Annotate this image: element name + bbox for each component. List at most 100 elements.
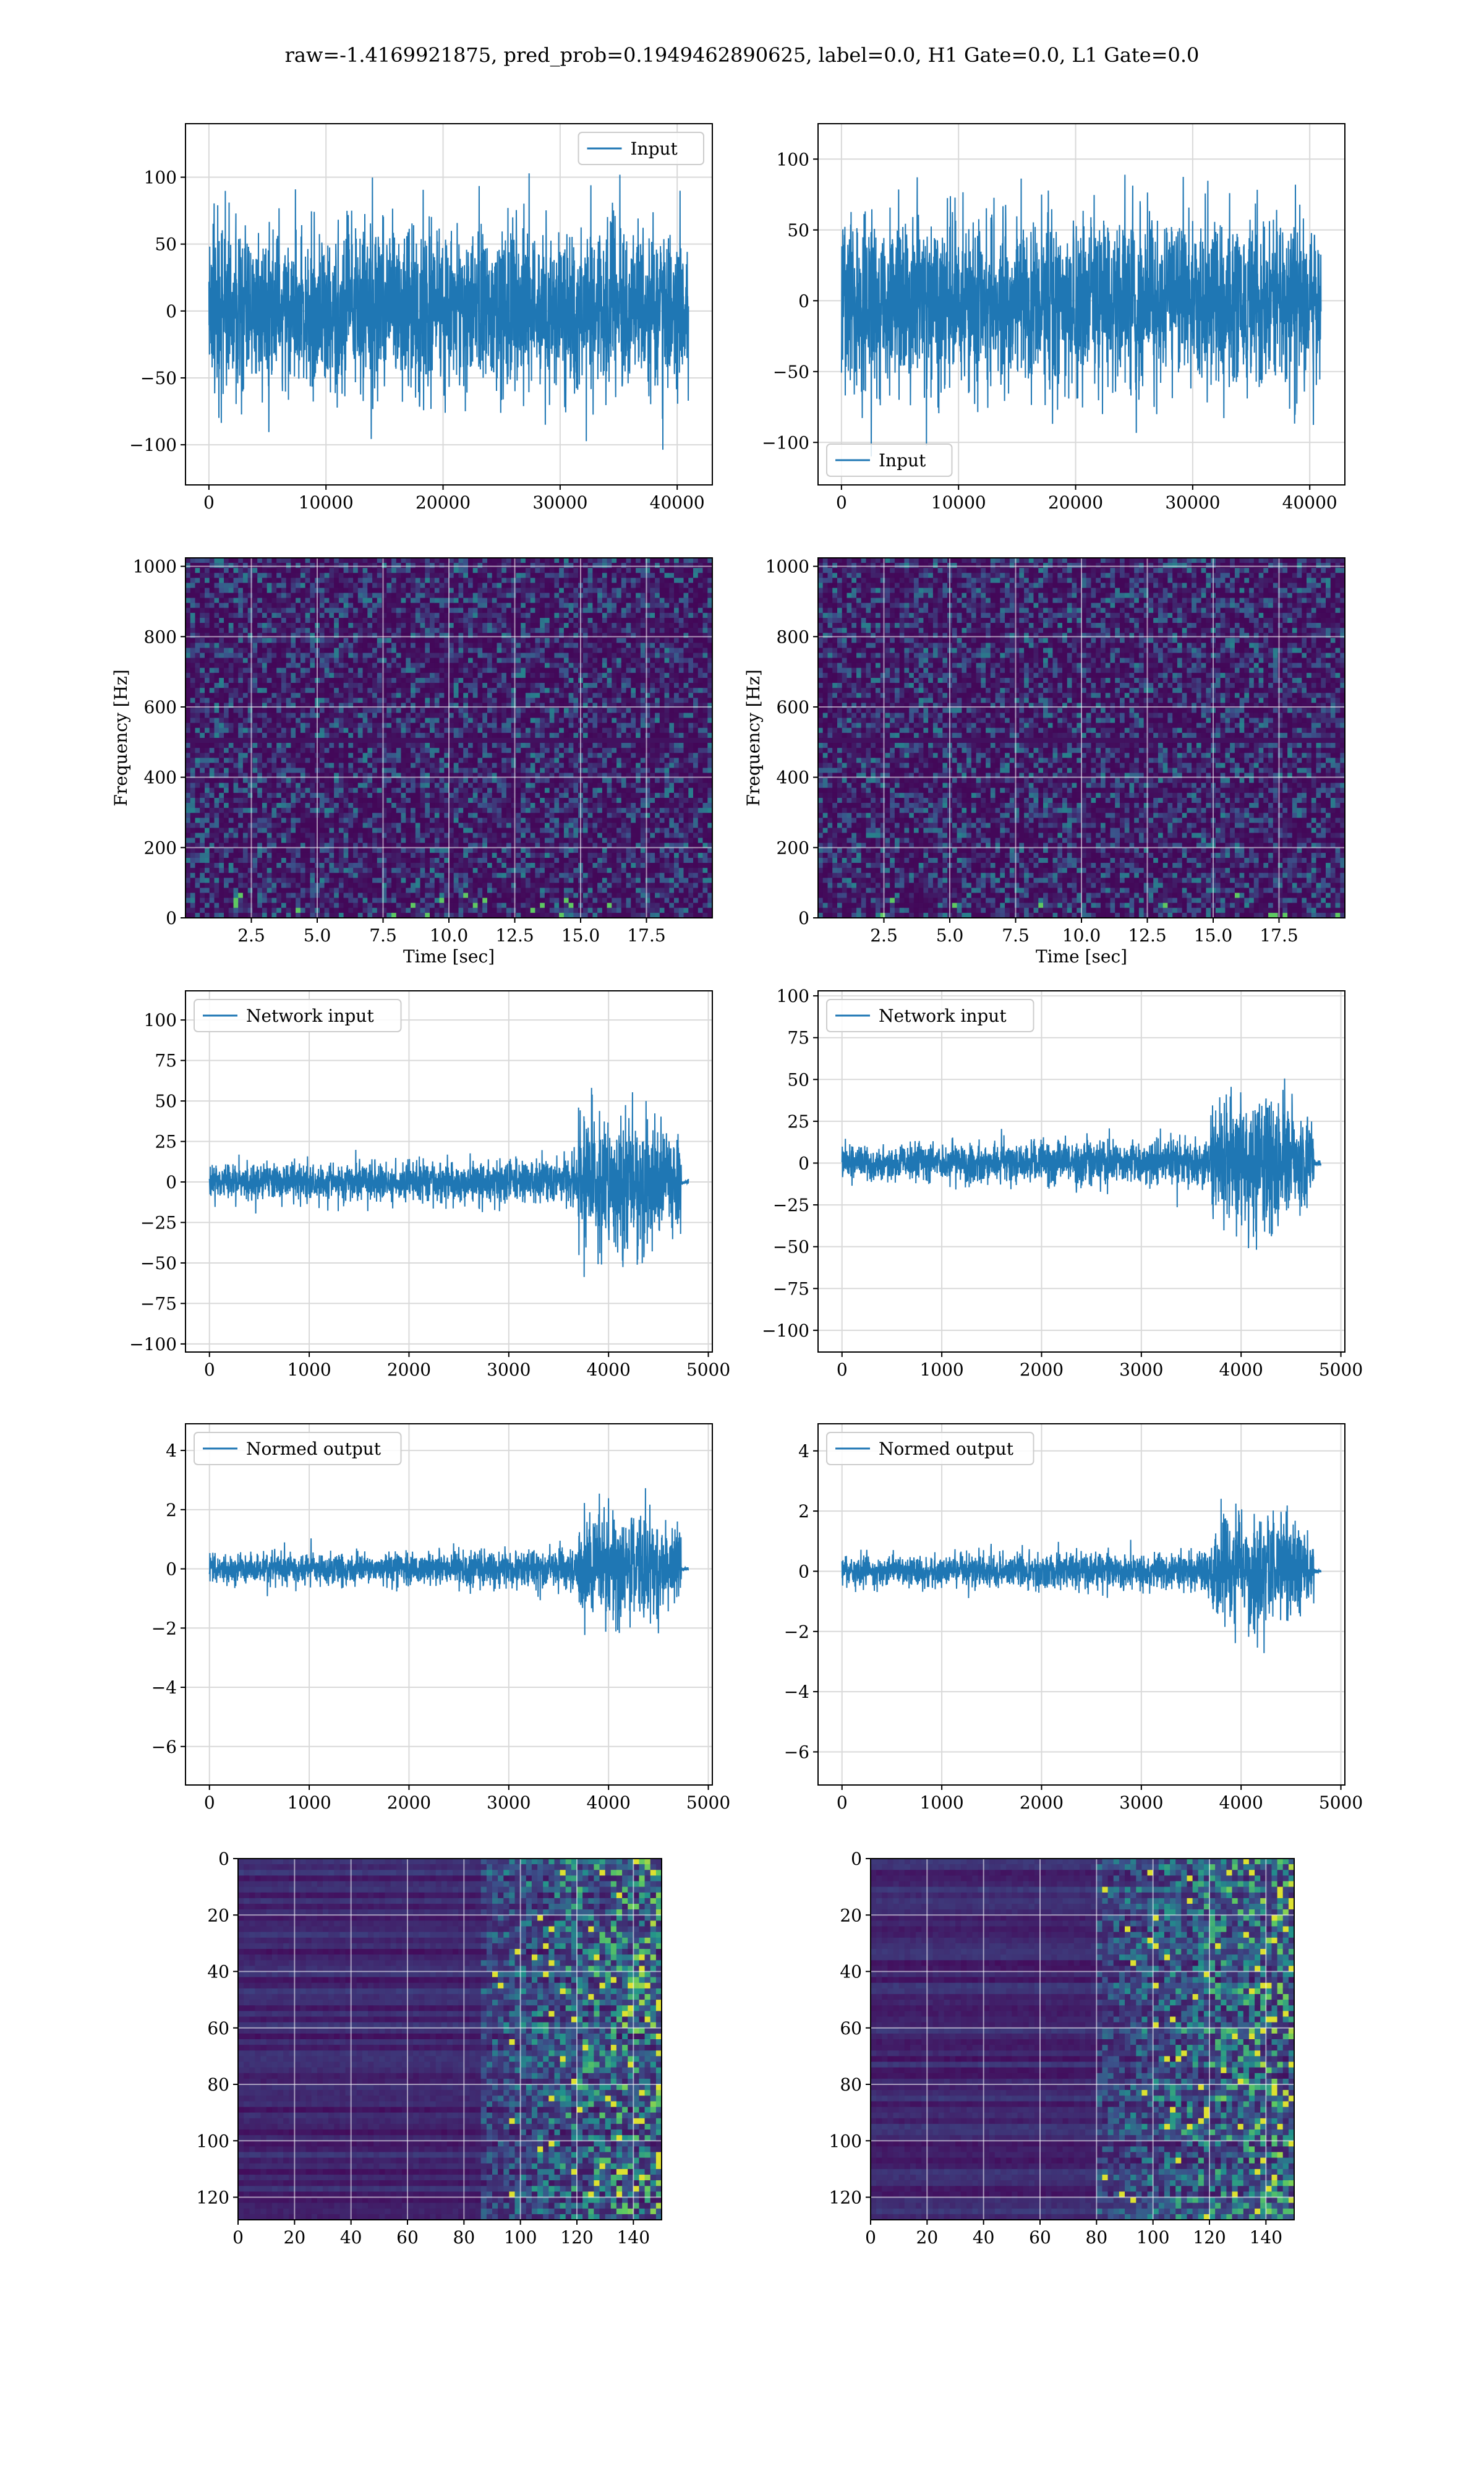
heatmap-cell [334, 633, 339, 638]
heatmap-cell [200, 782, 205, 789]
heatmap-cell [291, 648, 296, 654]
heatmap-cell [214, 888, 220, 894]
heatmap-cell [391, 897, 397, 904]
heatmap-cell [281, 708, 287, 714]
heatmap-cell [458, 852, 464, 858]
heatmap-cell [195, 878, 200, 883]
heatmap-cell [492, 902, 497, 909]
heatmap-cell [257, 743, 263, 748]
heatmap-cell [186, 633, 191, 638]
heatmap-cell [391, 852, 397, 858]
heatmap-cell [267, 782, 272, 789]
heatmap-cell [386, 633, 392, 638]
heatmap-cell [472, 628, 478, 633]
heatmap-cell [477, 803, 483, 808]
heatmap-cell [310, 573, 315, 578]
heatmap-cell [262, 858, 268, 863]
heatmap-cell [391, 653, 397, 659]
heatmap-cell [391, 597, 397, 604]
heatmap-cell [425, 607, 430, 614]
heatmap-cell [190, 722, 195, 729]
heatmap-cell [348, 593, 354, 599]
heatmap-cell [214, 803, 220, 808]
heatmap-cell [439, 808, 445, 813]
heatmap-cell [310, 578, 315, 583]
heatmap-cell [458, 558, 464, 563]
heatmap-cell [439, 813, 445, 818]
heatmap-cell [506, 758, 512, 763]
heatmap-cell [209, 852, 215, 858]
heatmap-cell [430, 837, 435, 844]
heatmap-cell [319, 753, 325, 758]
heatmap-cell [477, 738, 483, 743]
heatmap-cell [391, 813, 397, 818]
heatmap-cell [262, 813, 268, 818]
heatmap-cell [257, 902, 263, 909]
heatmap-cell [233, 803, 239, 808]
heatmap-cell [420, 858, 425, 863]
heatmap-cell [353, 858, 359, 863]
heatmap-cell [252, 623, 258, 628]
heatmap-cell [209, 738, 215, 743]
heatmap-cell [300, 602, 306, 609]
heatmap-cell [357, 842, 364, 849]
heatmap-cell [353, 852, 359, 858]
heatmap-cell [219, 743, 224, 748]
heatmap-cell [190, 573, 195, 578]
heatmap-cell [305, 662, 310, 669]
heatmap-cell [209, 787, 215, 794]
heatmap-cell [252, 713, 258, 719]
heatmap-cell [492, 743, 497, 748]
heatmap-cell [195, 828, 200, 834]
heatmap-cell [233, 693, 239, 698]
heatmap-cell [276, 607, 282, 614]
heatmap-cell [348, 612, 354, 618]
heatmap-cell [439, 623, 445, 628]
heatmap-cell [367, 852, 373, 858]
heatmap-cell [329, 878, 335, 883]
heatmap-cell [348, 688, 354, 693]
heatmap-cell [271, 588, 277, 594]
heatmap-cell [286, 628, 291, 633]
heatmap-cell [242, 828, 249, 834]
heatmap-cell [492, 787, 497, 794]
heatmap-cell [324, 868, 330, 873]
heatmap-cell [224, 852, 229, 858]
heatmap-cell [497, 897, 502, 904]
heatmap-cell [219, 688, 224, 693]
heatmap-cell [219, 588, 224, 594]
heatmap-cell [463, 798, 469, 803]
heatmap-cell [190, 633, 195, 638]
heatmap-cell [209, 902, 215, 909]
heatmap-cell [453, 662, 459, 669]
heatmap-cell [224, 657, 229, 664]
heatmap-cell [252, 638, 258, 643]
heatmap-cell [233, 773, 239, 779]
heatmap-cell [214, 722, 220, 729]
heatmap-cell [391, 828, 397, 834]
heatmap-cell [190, 858, 195, 863]
heatmap-cell [257, 803, 263, 808]
heatmap-cell [386, 612, 392, 618]
heatmap-cell [214, 758, 220, 763]
heatmap-cell [401, 743, 406, 748]
heatmap-cell [425, 703, 430, 709]
heatmap-cell [224, 597, 229, 604]
heatmap-cell [334, 588, 339, 594]
heatmap-cell [300, 688, 306, 693]
heatmap-cell [247, 648, 253, 654]
heatmap-cell [262, 823, 268, 829]
heatmap-cell [300, 558, 306, 563]
heatmap-cell [386, 703, 392, 709]
heatmap-cell [420, 678, 425, 683]
heatmap-cell [334, 798, 339, 803]
heatmap-cell [329, 667, 335, 674]
heatmap-cell [209, 633, 215, 638]
heatmap-cell [382, 758, 387, 763]
heatmap-cell [477, 578, 483, 583]
heatmap-cell [434, 683, 440, 688]
heatmap-cell [228, 628, 234, 633]
heatmap-cell [291, 688, 296, 693]
heatmap-cell [257, 678, 263, 683]
heatmap-cell [252, 597, 258, 604]
